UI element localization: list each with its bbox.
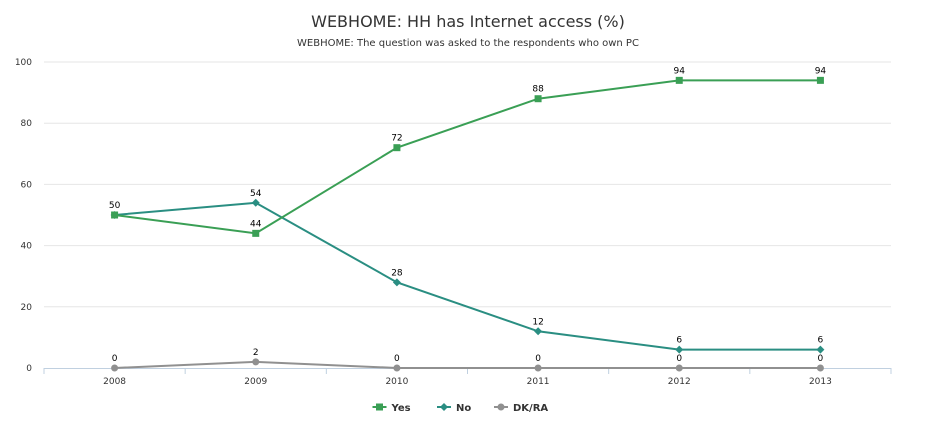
data-label-dk-ra-2009: 2 xyxy=(253,348,259,358)
point-dk-ra-2008 xyxy=(111,364,119,372)
data-label-yes-2012: 94 xyxy=(674,66,686,76)
point-yes-2011 xyxy=(534,95,542,103)
data-label-no-2011: 12 xyxy=(532,317,543,327)
legend-marker-no xyxy=(440,403,448,411)
point-dk-ra-2012 xyxy=(675,364,683,372)
y-tick-label-20: 20 xyxy=(21,303,33,313)
chart-title: WEBHOME: HH has Internet access (%) xyxy=(311,12,625,31)
legend-item-dk-ra[interactable]: DK/RA xyxy=(494,403,548,414)
y-tick-label-0: 0 xyxy=(26,364,32,374)
x-tick-label-2008: 2008 xyxy=(103,377,126,387)
legend[interactable]: Yes No DK/RA xyxy=(372,403,549,414)
x-tick-label-2013: 2013 xyxy=(809,377,832,387)
grid-lines xyxy=(44,61,891,308)
data-label-no-2012: 6 xyxy=(676,336,682,346)
data-label-yes-2008: 50 xyxy=(109,201,121,211)
x-tick-label-2011: 2011 xyxy=(527,377,550,387)
data-label-no-2013: 6 xyxy=(818,336,824,346)
y-tick-label-60: 60 xyxy=(21,180,33,190)
legend-label-dk-ra: DK/RA xyxy=(513,403,548,414)
data-label-yes-2013: 94 xyxy=(815,66,827,76)
data-label-yes-2011: 88 xyxy=(532,85,544,95)
point-yes-2010 xyxy=(393,144,401,152)
data-label-yes-2009: 44 xyxy=(250,219,262,229)
point-no-2013 xyxy=(816,345,825,354)
legend-item-no[interactable]: No xyxy=(437,403,471,414)
point-yes-2013 xyxy=(816,76,824,84)
series-line-no xyxy=(114,201,821,351)
x-axis: 2008 2009 2010 2011 2012 2013 xyxy=(43,368,892,387)
data-label-dk-ra-2012: 0 xyxy=(676,354,682,364)
data-label-dk-ra-2011: 0 xyxy=(535,354,541,364)
point-no-2011 xyxy=(534,327,543,336)
point-dk-ra-2013 xyxy=(816,364,824,372)
data-labels: 50 44 72 88 94 94 54 28 12 6 6 0 2 0 0 0 0 xyxy=(109,66,827,364)
point-no-2010 xyxy=(392,278,401,287)
chart-subtitle: WEBHOME: The question was asked to the r… xyxy=(297,38,639,49)
legend-label-yes: Yes xyxy=(391,403,411,414)
x-tick-label-2012: 2012 xyxy=(668,377,691,387)
point-yes-2009 xyxy=(252,229,260,237)
series-line-dk-ra xyxy=(114,360,821,369)
point-dk-ra-2011 xyxy=(534,364,542,372)
data-label-no-2009: 54 xyxy=(250,189,262,199)
data-label-dk-ra-2008: 0 xyxy=(112,354,118,364)
point-dk-ra-2010 xyxy=(393,364,401,372)
point-yes-2012 xyxy=(675,76,683,84)
data-label-dk-ra-2013: 0 xyxy=(818,354,824,364)
data-label-dk-ra-2010: 0 xyxy=(394,354,400,364)
legend-marker-dk-ra xyxy=(497,403,505,411)
x-tick-label-2009: 2009 xyxy=(244,377,267,387)
point-yes-2008 xyxy=(111,211,119,219)
y-tick-label-100: 100 xyxy=(15,58,32,68)
legend-marker-yes xyxy=(376,403,383,411)
data-label-no-2010: 28 xyxy=(391,268,403,278)
data-label-yes-2010: 72 xyxy=(391,134,402,144)
y-axis-ticks: 0 20 40 60 80 100 xyxy=(15,58,32,374)
y-tick-label-40: 40 xyxy=(21,242,33,252)
series-line-yes xyxy=(114,79,821,235)
point-dk-ra-2009 xyxy=(252,358,260,366)
series-group xyxy=(110,76,825,372)
point-no-2009 xyxy=(251,198,260,207)
point-no-2012 xyxy=(675,345,684,354)
x-tick-label-2010: 2010 xyxy=(385,377,408,387)
y-tick-label-80: 80 xyxy=(21,119,33,129)
legend-label-no: No xyxy=(456,403,471,414)
legend-item-yes[interactable]: Yes xyxy=(372,403,411,414)
